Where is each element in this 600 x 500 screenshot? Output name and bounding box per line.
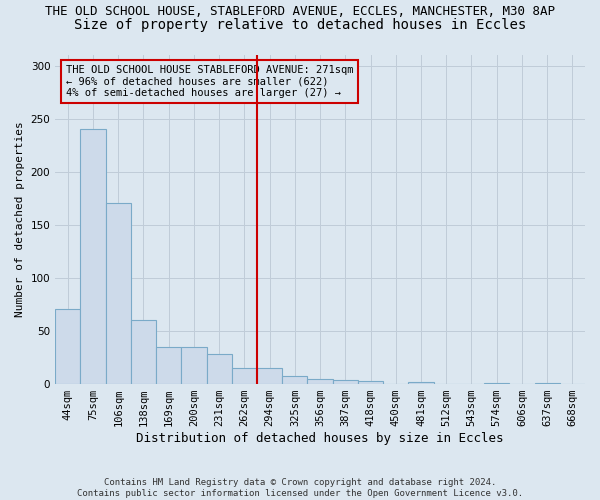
Bar: [181, 347, 206, 384]
Bar: [484, 383, 509, 384]
Text: Size of property relative to detached houses in Eccles: Size of property relative to detached ho…: [74, 18, 526, 32]
Bar: [232, 368, 257, 384]
Bar: [206, 354, 232, 384]
Y-axis label: Number of detached properties: Number of detached properties: [15, 122, 25, 318]
Bar: [535, 383, 560, 384]
Bar: [80, 130, 106, 384]
Bar: [156, 347, 181, 384]
Text: THE OLD SCHOOL HOUSE STABLEFORD AVENUE: 271sqm
← 96% of detached houses are smal: THE OLD SCHOOL HOUSE STABLEFORD AVENUE: …: [66, 65, 353, 98]
Bar: [55, 308, 80, 384]
Text: THE OLD SCHOOL HOUSE, STABLEFORD AVENUE, ECCLES, MANCHESTER, M30 8AP: THE OLD SCHOOL HOUSE, STABLEFORD AVENUE,…: [45, 5, 555, 18]
X-axis label: Distribution of detached houses by size in Eccles: Distribution of detached houses by size …: [136, 432, 504, 445]
Bar: [307, 379, 332, 384]
Bar: [131, 320, 156, 384]
Bar: [332, 380, 358, 384]
Bar: [358, 381, 383, 384]
Bar: [257, 368, 282, 384]
Bar: [106, 202, 131, 384]
Bar: [282, 376, 307, 384]
Text: Contains HM Land Registry data © Crown copyright and database right 2024.
Contai: Contains HM Land Registry data © Crown c…: [77, 478, 523, 498]
Bar: [409, 382, 434, 384]
